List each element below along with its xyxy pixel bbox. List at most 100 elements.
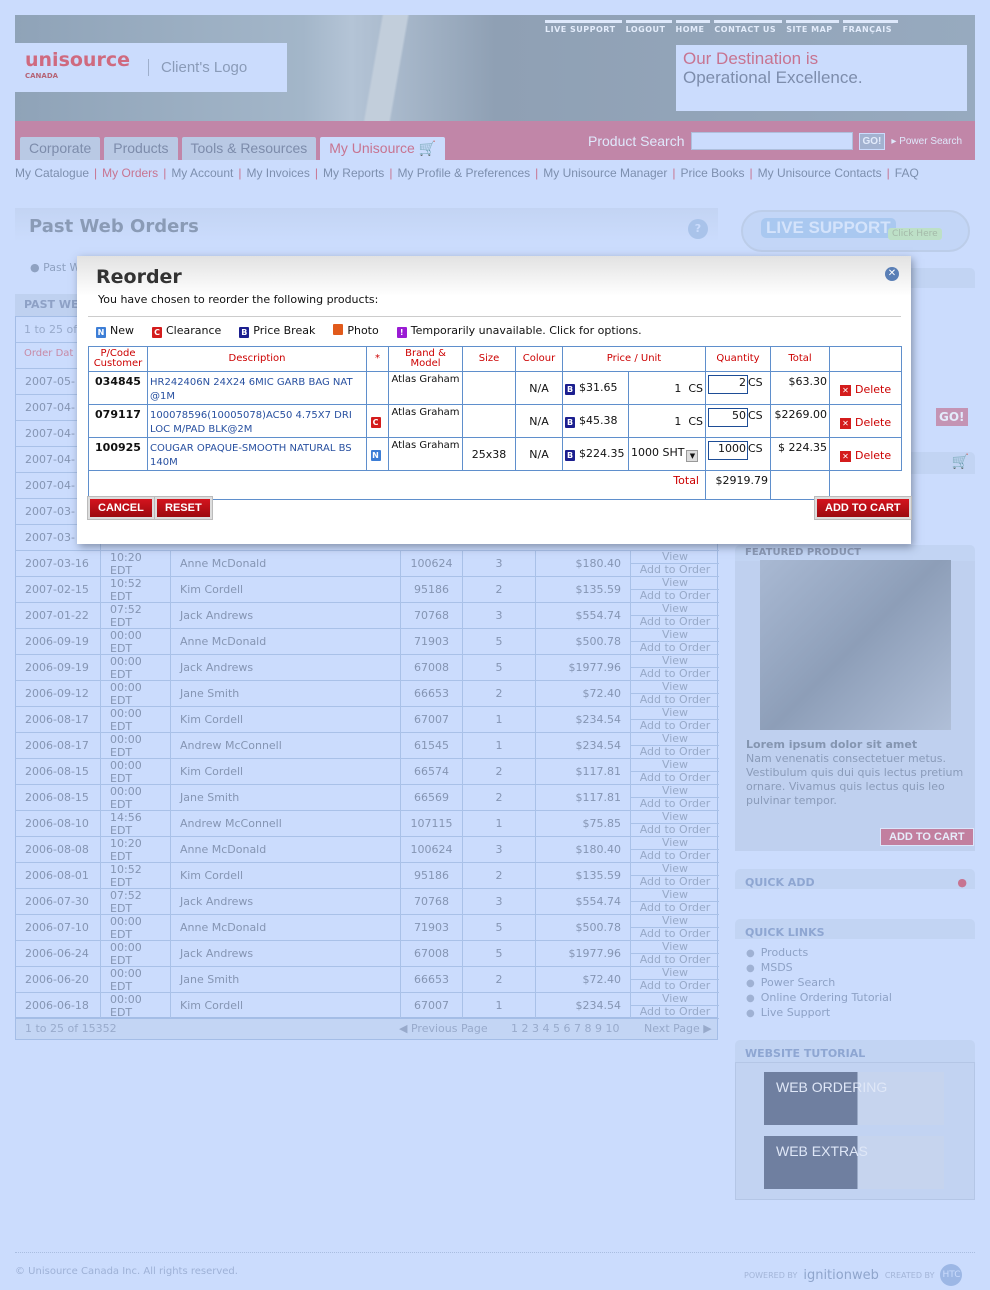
- unit-value[interactable]: 1000 SHT: [631, 446, 685, 459]
- close-icon[interactable]: ✕: [885, 267, 899, 281]
- cancel-button[interactable]: CANCEL: [87, 496, 155, 520]
- order-number[interactable]: 71903: [401, 629, 463, 654]
- quantity-input[interactable]: 1000: [708, 441, 748, 460]
- top-link-francais[interactable]: FRANÇAIS: [842, 20, 898, 34]
- logo-area[interactable]: unisource CANADA Client's Logo: [15, 43, 287, 92]
- description-link[interactable]: 100078596(10005078)AC50 4.75X7 DRI LOC M…: [150, 410, 352, 435]
- quick-add-header[interactable]: QUICK ADD ●: [735, 869, 975, 889]
- view-link[interactable]: View: [661, 550, 689, 563]
- view-link[interactable]: View: [661, 914, 689, 927]
- add-to-order-link[interactable]: Add to Order: [631, 875, 719, 888]
- view-link[interactable]: View: [661, 602, 689, 615]
- subnav-item-price-books[interactable]: Price Books: [680, 166, 745, 180]
- subnav-item-my-invoices[interactable]: My Invoices: [246, 166, 310, 180]
- subnav-item-my-reports[interactable]: My Reports: [322, 166, 385, 180]
- delete-button[interactable]: ✕ Delete: [840, 383, 891, 396]
- reset-button[interactable]: RESET: [154, 496, 213, 520]
- search-go-button[interactable]: GO!: [858, 132, 886, 150]
- quick-link[interactable]: Products: [746, 946, 892, 961]
- top-link-logout[interactable]: LOGOUT: [625, 20, 672, 34]
- col-order-date[interactable]: Order Dat: [24, 348, 74, 359]
- order-number[interactable]: 100624: [401, 837, 463, 862]
- view-link[interactable]: View: [661, 680, 689, 693]
- add-to-order-link[interactable]: Add to Order: [631, 615, 719, 628]
- product-search-input[interactable]: [690, 132, 853, 150]
- subnav-item-my-unisource-manager[interactable]: My Unisource Manager: [543, 166, 668, 180]
- subnav-item-my-unisource-contacts[interactable]: My Unisource Contacts: [757, 166, 882, 180]
- subnav-item-my-catalogue[interactable]: My Catalogue: [15, 166, 90, 180]
- add-to-order-link[interactable]: Add to Order: [631, 849, 719, 862]
- view-link[interactable]: View: [661, 966, 689, 979]
- order-number[interactable]: 66653: [401, 967, 463, 992]
- description-link[interactable]: COUGAR OPAQUE-SMOOTH NATURAL BS 140M: [150, 443, 352, 468]
- add-to-order-link[interactable]: Add to Order: [631, 745, 719, 758]
- live-support-button[interactable]: LIVE SUPPORT Click Here: [741, 210, 970, 252]
- order-number[interactable]: 95186: [401, 863, 463, 888]
- subnav-item-my-account[interactable]: My Account: [171, 166, 234, 180]
- add-to-order-link[interactable]: Add to Order: [631, 901, 719, 914]
- add-to-order-link[interactable]: Add to Order: [631, 979, 719, 992]
- tab-my-unisource[interactable]: My Unisource 🛒: [320, 137, 446, 160]
- add-to-order-link[interactable]: Add to Order: [631, 667, 719, 680]
- add-to-order-link[interactable]: Add to Order: [631, 563, 719, 576]
- subnav-item-faq[interactable]: FAQ: [894, 166, 919, 180]
- view-link[interactable]: View: [661, 758, 689, 771]
- quick-link[interactable]: Live Support: [746, 1006, 892, 1021]
- featured-add-to-cart[interactable]: ADD TO CART: [880, 828, 974, 846]
- top-link-home[interactable]: HOME: [675, 20, 711, 34]
- view-link[interactable]: View: [661, 940, 689, 953]
- add-to-order-link[interactable]: Add to Order: [631, 953, 719, 966]
- order-number[interactable]: 70768: [401, 889, 463, 914]
- order-number[interactable]: 71903: [401, 915, 463, 940]
- add-to-order-link[interactable]: Add to Order: [631, 927, 719, 940]
- order-number[interactable]: 67008: [401, 655, 463, 680]
- page-numbers[interactable]: 1 2 3 4 5 6 7 8 9 10: [511, 1022, 620, 1035]
- quantity-input[interactable]: 50: [708, 408, 748, 427]
- add-to-order-link[interactable]: Add to Order: [631, 641, 719, 654]
- quick-link[interactable]: Online Ordering Tutorial: [746, 991, 892, 1006]
- tutorial-web-extras[interactable]: WEB EXTRAS: [764, 1136, 944, 1189]
- top-link-sitemap[interactable]: SITE MAP: [786, 20, 839, 34]
- power-search-link[interactable]: ▸ Power Search: [891, 135, 963, 147]
- view-link[interactable]: View: [661, 810, 689, 823]
- view-link[interactable]: View: [661, 784, 689, 797]
- quantity-input[interactable]: 2: [708, 375, 748, 394]
- order-number[interactable]: 66653: [401, 681, 463, 706]
- view-link[interactable]: View: [661, 862, 689, 875]
- order-number[interactable]: 100624: [401, 551, 463, 576]
- tutorial-web-ordering[interactable]: WEB ORDERING: [764, 1072, 944, 1125]
- cart-icon[interactable]: 🛒: [951, 454, 969, 470]
- prev-page-link[interactable]: ◀ Previous Page: [399, 1022, 488, 1035]
- featured-product-image[interactable]: [760, 560, 951, 730]
- view-link[interactable]: View: [661, 628, 689, 641]
- delete-button[interactable]: ✕ Delete: [840, 449, 891, 462]
- top-link-live-support[interactable]: LIVE SUPPORT: [545, 20, 622, 34]
- order-number[interactable]: 67007: [401, 993, 463, 1018]
- view-link[interactable]: View: [661, 888, 689, 901]
- order-number[interactable]: 66569: [401, 785, 463, 810]
- add-to-order-link[interactable]: Add to Order: [631, 1005, 719, 1018]
- order-number[interactable]: 66574: [401, 759, 463, 784]
- next-page-link[interactable]: Next Page ▶: [644, 1022, 712, 1035]
- order-number[interactable]: 95186: [401, 577, 463, 602]
- breadcrumb[interactable]: ● Past W: [30, 261, 81, 274]
- order-number[interactable]: 107115: [401, 811, 463, 836]
- quick-go-button[interactable]: GO!: [935, 407, 969, 427]
- help-icon[interactable]: ?: [688, 219, 708, 239]
- add-to-cart-button[interactable]: ADD TO CART: [814, 496, 912, 520]
- view-link[interactable]: View: [661, 654, 689, 667]
- tab-corporate[interactable]: Corporate: [20, 137, 101, 160]
- view-link[interactable]: View: [661, 732, 689, 745]
- add-to-order-link[interactable]: Add to Order: [631, 589, 719, 602]
- add-to-order-link[interactable]: Add to Order: [631, 797, 719, 810]
- order-number[interactable]: 70768: [401, 603, 463, 628]
- view-link[interactable]: View: [661, 836, 689, 849]
- add-to-order-link[interactable]: Add to Order: [631, 771, 719, 784]
- tab-tools[interactable]: Tools & Resources: [181, 137, 317, 160]
- htc-logo[interactable]: HTC: [940, 1264, 963, 1286]
- subnav-item-my-orders[interactable]: My Orders: [102, 166, 159, 180]
- view-link[interactable]: View: [661, 992, 689, 1005]
- quick-link[interactable]: MSDS: [746, 961, 892, 976]
- delete-button[interactable]: ✕ Delete: [840, 416, 891, 429]
- order-number[interactable]: 61545: [401, 733, 463, 758]
